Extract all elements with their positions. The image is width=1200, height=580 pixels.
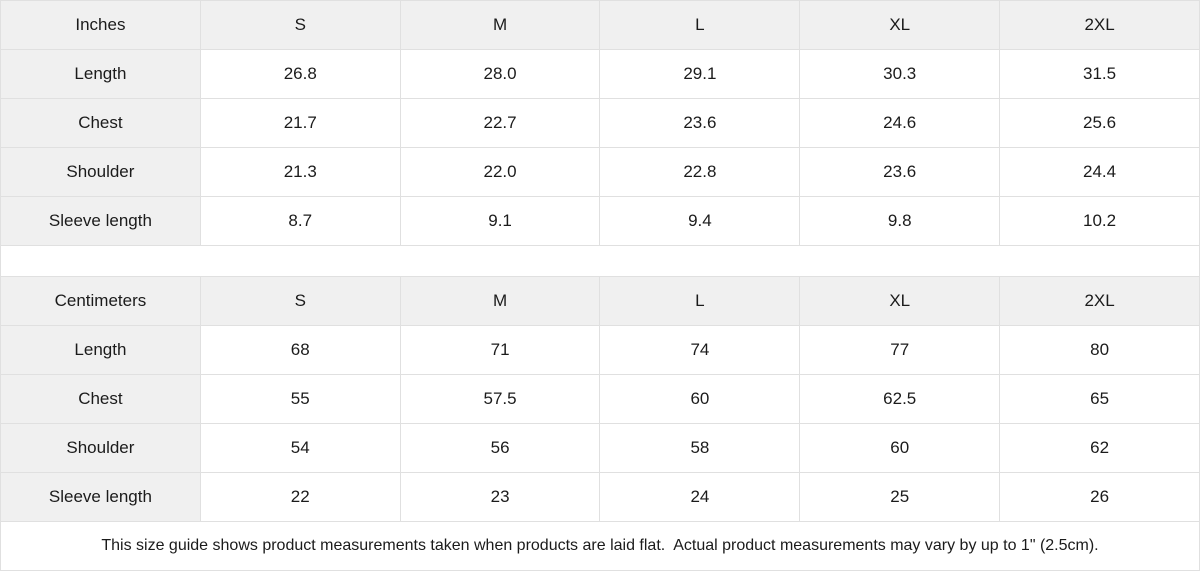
value-cell: 31.5: [999, 49, 1200, 99]
table-row: Sleeve length 8.7 9.1 9.4 9.8 10.2: [0, 196, 1200, 246]
size-guide-footer-note: This size guide shows product measuremen…: [0, 522, 1200, 571]
table-row: Chest 21.7 22.7 23.6 24.6 25.6: [0, 98, 1200, 148]
size-col-header-xl: XL: [799, 276, 1001, 326]
value-cell: 9.1: [399, 196, 601, 246]
value-cell: 57.5: [399, 374, 601, 424]
row-label: Sleeve length: [0, 196, 201, 246]
size-col-header-2xl: 2XL: [999, 276, 1200, 326]
value-cell: 56: [399, 423, 601, 473]
value-cell: 28.0: [399, 49, 601, 99]
inches-header-row: Inches S M L XL 2XL: [0, 0, 1200, 50]
value-cell: 10.2: [999, 196, 1200, 246]
value-cell: 62: [999, 423, 1200, 473]
value-cell: 9.8: [799, 196, 1001, 246]
size-col-header-xl: XL: [799, 0, 1001, 50]
value-cell: 23: [399, 472, 601, 522]
value-cell: 24: [599, 472, 801, 522]
value-cell: 21.7: [199, 98, 401, 148]
value-cell: 54: [199, 423, 401, 473]
centimeters-header-row: Centimeters S M L XL 2XL: [0, 276, 1200, 326]
size-col-header-s: S: [199, 0, 401, 50]
value-cell: 23.6: [599, 98, 801, 148]
inches-table: Inches S M L XL 2XL Length 26.8 28.0 29.…: [0, 0, 1200, 246]
table-row: Length 26.8 28.0 29.1 30.3 31.5: [0, 49, 1200, 99]
value-cell: 8.7: [199, 196, 401, 246]
row-label: Shoulder: [0, 147, 201, 197]
table-gap-spacer: [0, 246, 1200, 276]
centimeters-table: Centimeters S M L XL 2XL Length 68 71 74…: [0, 276, 1200, 522]
table-row: Chest 55 57.5 60 62.5 65: [0, 374, 1200, 424]
value-cell: 24.4: [999, 147, 1200, 197]
value-cell: 71: [399, 325, 601, 375]
value-cell: 22.0: [399, 147, 601, 197]
size-col-header-l: L: [599, 0, 801, 50]
size-col-header-m: M: [399, 276, 601, 326]
value-cell: 22.7: [399, 98, 601, 148]
value-cell: 68: [199, 325, 401, 375]
value-cell: 55: [199, 374, 401, 424]
value-cell: 30.3: [799, 49, 1001, 99]
row-label: Sleeve length: [0, 472, 201, 522]
row-label: Shoulder: [0, 423, 201, 473]
unit-label-inches: Inches: [0, 0, 201, 50]
value-cell: 26.8: [199, 49, 401, 99]
value-cell: 60: [799, 423, 1001, 473]
table-row: Shoulder 54 56 58 60 62: [0, 423, 1200, 473]
value-cell: 24.6: [799, 98, 1001, 148]
value-cell: 60: [599, 374, 801, 424]
value-cell: 80: [999, 325, 1200, 375]
value-cell: 25: [799, 472, 1001, 522]
value-cell: 77: [799, 325, 1001, 375]
value-cell: 23.6: [799, 147, 1001, 197]
table-row: Shoulder 21.3 22.0 22.8 23.6 24.4: [0, 147, 1200, 197]
value-cell: 74: [599, 325, 801, 375]
value-cell: 62.5: [799, 374, 1001, 424]
value-cell: 26: [999, 472, 1200, 522]
size-col-header-l: L: [599, 276, 801, 326]
row-label: Length: [0, 49, 201, 99]
value-cell: 25.6: [999, 98, 1200, 148]
table-row: Sleeve length 22 23 24 25 26: [0, 472, 1200, 522]
size-col-header-2xl: 2XL: [999, 0, 1200, 50]
value-cell: 22.8: [599, 147, 801, 197]
value-cell: 21.3: [199, 147, 401, 197]
unit-label-centimeters: Centimeters: [0, 276, 201, 326]
value-cell: 58: [599, 423, 801, 473]
value-cell: 9.4: [599, 196, 801, 246]
table-row: Length 68 71 74 77 80: [0, 325, 1200, 375]
value-cell: 22: [199, 472, 401, 522]
row-label: Chest: [0, 374, 201, 424]
size-col-header-m: M: [399, 0, 601, 50]
size-col-header-s: S: [199, 276, 401, 326]
value-cell: 65: [999, 374, 1200, 424]
row-label: Length: [0, 325, 201, 375]
value-cell: 29.1: [599, 49, 801, 99]
row-label: Chest: [0, 98, 201, 148]
